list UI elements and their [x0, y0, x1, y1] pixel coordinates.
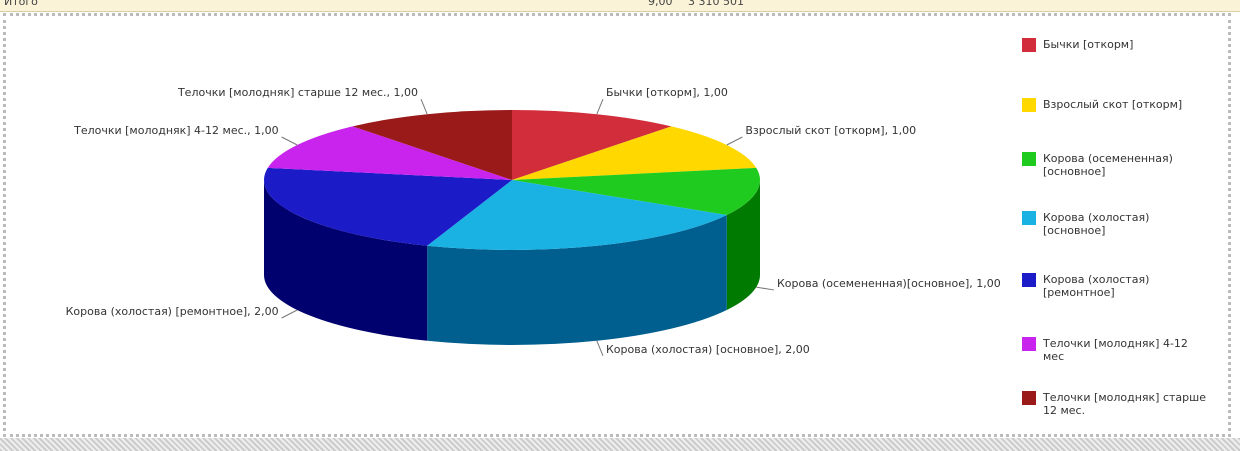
data-label: Телочки [молодняк] 4-12 мес., 1,00: [73, 124, 279, 137]
legend-label: Корова (холостая) [ремонтное]: [1043, 273, 1150, 299]
leader-line: [420, 98, 428, 115]
legend-item: Телочки [молодняк] 4-12 мес: [1022, 337, 1212, 363]
legend-swatch: [1022, 98, 1036, 112]
chart-panel: [3, 13, 1231, 437]
slice: [264, 167, 512, 246]
leader-line: [756, 286, 775, 291]
slice: [512, 110, 672, 180]
legend-swatch: [1022, 337, 1036, 351]
leader-line: [281, 136, 298, 146]
summary-sum: 3 310 501: [688, 0, 744, 8]
data-label: Телочки [молодняк] старше 12 мес., 1,00: [177, 86, 418, 99]
leader-line: [281, 309, 298, 319]
data-label: Взрослый скот [откорм], 1,00: [745, 124, 916, 137]
legend-item: Корова (осемененная) [основное]: [1022, 152, 1212, 178]
legend-label: Бычки [откорм]: [1043, 38, 1134, 51]
data-label: Корова (осемененная)[основное], 1,00: [777, 277, 1001, 290]
legend-swatch: [1022, 391, 1036, 405]
data-label: Корова (холостая) [основное], 2,00: [606, 343, 810, 356]
legend-item: Бычки [откорм]: [1022, 38, 1212, 52]
slice-side: [264, 180, 428, 341]
legend-swatch: [1022, 211, 1036, 225]
legend-swatch: [1022, 38, 1036, 52]
summary-row: Итого 9,00 3 310 501: [0, 0, 1240, 12]
legend-label: Телочки [молодняк] 4-12 мес: [1043, 337, 1188, 363]
legend-item: Корова (холостая) [основное]: [1022, 211, 1212, 237]
panel-border: [0, 438, 1240, 451]
legend-item: Взрослый скот [откорм]: [1022, 98, 1212, 112]
legend-label: Корова (осемененная) [основное]: [1043, 152, 1173, 178]
summary-count: 9,00: [648, 0, 673, 8]
legend-swatch: [1022, 152, 1036, 166]
data-label: Бычки [откорм], 1,00: [606, 86, 728, 99]
data-label: Корова (холостая) [ремонтное], 2,00: [66, 305, 279, 318]
slice-side: [726, 180, 760, 310]
slice-side: [427, 215, 727, 345]
legend-label: Корова (холостая) [основное]: [1043, 211, 1150, 237]
slice: [427, 180, 727, 250]
leader-line: [726, 136, 743, 146]
legend-item: Корова (холостая) [ремонтное]: [1022, 273, 1212, 299]
summary-label: Итого: [4, 0, 38, 8]
legend-swatch: [1022, 273, 1036, 287]
legend-item: Телочки [молодняк] старше 12 мес.: [1022, 391, 1212, 417]
slice: [352, 110, 512, 180]
leader-line: [596, 340, 604, 357]
slice: [512, 167, 760, 215]
slice: [512, 126, 757, 180]
legend-label: Телочки [молодняк] старше 12 мес.: [1043, 391, 1206, 417]
legend-label: Взрослый скот [откорм]: [1043, 98, 1183, 111]
leader-line: [596, 98, 604, 115]
slice: [267, 126, 512, 180]
